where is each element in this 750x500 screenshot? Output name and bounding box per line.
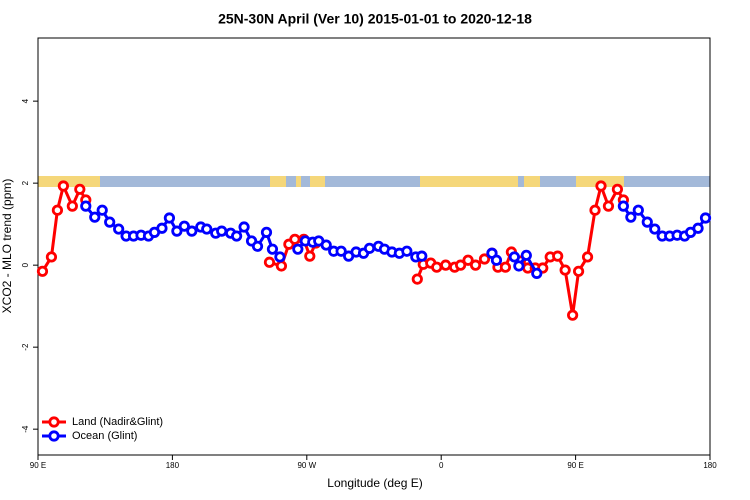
data-point [263,256,276,268]
data-point [490,254,503,266]
data-point [113,223,125,235]
y-tick-label: 0 [21,262,30,267]
data-point [455,259,467,271]
data-point [531,267,543,279]
data-point [611,183,624,195]
y-tick-label: 4 [21,98,30,103]
data-point [178,220,190,232]
data-point [559,264,571,276]
x-tick-label: 90 E [567,461,583,470]
data-point [625,211,637,223]
data-point [80,200,92,212]
data-point [156,222,168,234]
data-point [416,250,428,262]
data-point [231,230,243,242]
data-point [567,309,579,321]
data-point [201,223,213,235]
data-point [363,242,376,254]
data-point [45,251,58,263]
data-point [57,180,69,192]
data-point [699,212,712,224]
data-point [478,253,491,265]
y-tick-label: 2 [21,180,30,185]
legend-label: Ocean (Glint) [72,430,137,442]
data-point [266,243,279,255]
x-axis-label: Longitude (deg E) [327,476,422,490]
data-point [238,221,250,233]
data-point [74,183,86,195]
data-point [304,250,316,262]
data-point [320,239,332,251]
legend-marker [48,430,60,442]
data-point [186,225,198,237]
data-point [292,243,304,255]
data-point [251,240,264,252]
data-point [274,251,286,263]
data-point [96,204,108,216]
plot-frame [37,37,711,456]
x-tick-label: 0 [439,461,444,470]
data-point [36,265,49,277]
data-point [440,259,452,271]
data-point [617,200,629,212]
data-point [171,225,183,237]
data-point [513,260,525,272]
data-point [411,273,423,285]
y-tick-label: -2 [21,343,30,351]
land-band [296,176,301,187]
data-point [89,211,101,223]
data-point [469,259,482,271]
data-point [104,216,116,228]
data-point [508,251,520,263]
data-point [335,245,347,257]
data-point [520,249,532,261]
data-point [431,261,443,273]
data-point [595,180,607,192]
data-point [289,233,301,245]
data-point [499,261,512,273]
data-point [602,200,615,212]
data-point [401,245,413,257]
data-point [572,265,585,277]
data-point [632,204,644,216]
x-tick-label: 90 W [297,461,316,470]
data-point [589,204,601,216]
data-point [641,216,653,228]
x-tick-label: 90 E [30,461,46,470]
legend-marker [48,416,60,428]
land-strip [38,176,710,187]
chart-title: 25N-30N April (Ver 10) 2015-01-01 to 202… [218,11,532,27]
data-point [275,260,288,272]
land-band [524,176,540,187]
data-point [552,250,564,262]
data-point [260,226,273,238]
land-band [310,176,325,187]
data-point [462,254,474,266]
y-tick-label: -4 [21,425,30,433]
legend-label: Land (Nadir&Glint) [72,416,163,428]
data-point [51,204,64,216]
land-band [420,176,518,187]
data-point [216,225,228,237]
data-point [649,223,661,235]
x-tick-label: 180 [703,461,717,470]
x-tick-label: 180 [166,461,180,470]
data-point [581,251,594,263]
data-point [66,200,78,212]
y-axis-label: XCO2 - MLO trend (ppm) [0,179,14,314]
ocean-band [38,176,710,187]
land-band [270,176,286,187]
land-band [38,176,100,187]
data-point [692,222,704,234]
data-point [163,212,176,224]
